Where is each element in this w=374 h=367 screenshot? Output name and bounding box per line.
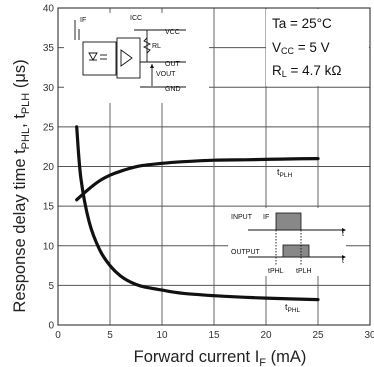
timing-label-output: OUTPUT xyxy=(231,249,261,256)
y-tick-label: 20 xyxy=(43,162,55,173)
y-tick-label: 15 xyxy=(43,202,55,213)
condition-ta: Ta = 25°C xyxy=(272,16,332,31)
circuit-label-icc: ICC xyxy=(130,15,142,22)
series-label-tplh: tPLH xyxy=(277,167,292,179)
y-tick-label: 0 xyxy=(48,321,54,332)
y-tick-label: 25 xyxy=(43,122,55,133)
conditions-box: Ta = 25°C VCC = 5 V RL = 4.7 kΩ xyxy=(266,9,369,86)
circuit-diagram: IF ICC VCC RL OUT VOUT GND xyxy=(64,13,209,103)
timing-label-if: IF xyxy=(263,214,269,221)
circuit-label-if: IF xyxy=(80,17,86,24)
condition-vcc: VCC = 5 V xyxy=(272,40,330,56)
series-label-tphl: tPHL xyxy=(285,302,301,314)
x-tick-label: 30 xyxy=(364,330,374,341)
plot-frame xyxy=(57,7,371,326)
x-tick-label: 0 xyxy=(55,330,61,341)
x-tick-label: 20 xyxy=(260,330,272,341)
circuit-label-rl: RL xyxy=(152,43,161,50)
y-axis-title: Response delay time tPHL, tPLH (μs) xyxy=(11,59,32,312)
condition-rl: RL = 4.7 kΩ xyxy=(272,63,342,79)
tick-labels: 0 5 10 15 20 25 30 0 5 10 15 20 25 30 35 40 xyxy=(43,4,374,342)
y-tick-label: 5 xyxy=(48,281,54,292)
series-line-tplh xyxy=(75,157,320,202)
x-axis-title: Forward current IF (mA) xyxy=(134,348,307,367)
circuit-label-gnd: GND xyxy=(165,86,181,93)
y-tick-label: 35 xyxy=(43,43,55,54)
timing-label-input: INPUT xyxy=(231,214,253,221)
x-tick-label: 5 xyxy=(107,330,113,341)
timing-label-t1: t xyxy=(342,231,344,238)
series-line-tphl xyxy=(75,125,320,302)
x-tick-label: 25 xyxy=(312,330,324,341)
timing-label-tplh: tPLH xyxy=(296,268,312,275)
y-tick-label: 40 xyxy=(43,4,55,15)
x-tick-label: 10 xyxy=(156,330,168,341)
y-tick-label: 10 xyxy=(43,241,55,252)
timing-label-tphl: tPHL xyxy=(268,268,284,275)
x-tick-label: 15 xyxy=(208,330,220,341)
circuit-label-vout: VOUT xyxy=(156,71,176,78)
timing-diagram: INPUT IF t OUTPUT t tPHL tPLH xyxy=(228,208,346,276)
circuit-label-vcc: VCC xyxy=(165,29,180,36)
y-tick-label: 30 xyxy=(43,83,55,94)
circuit-label-out: OUT xyxy=(165,61,181,68)
timing-label-t2: t xyxy=(342,258,344,265)
